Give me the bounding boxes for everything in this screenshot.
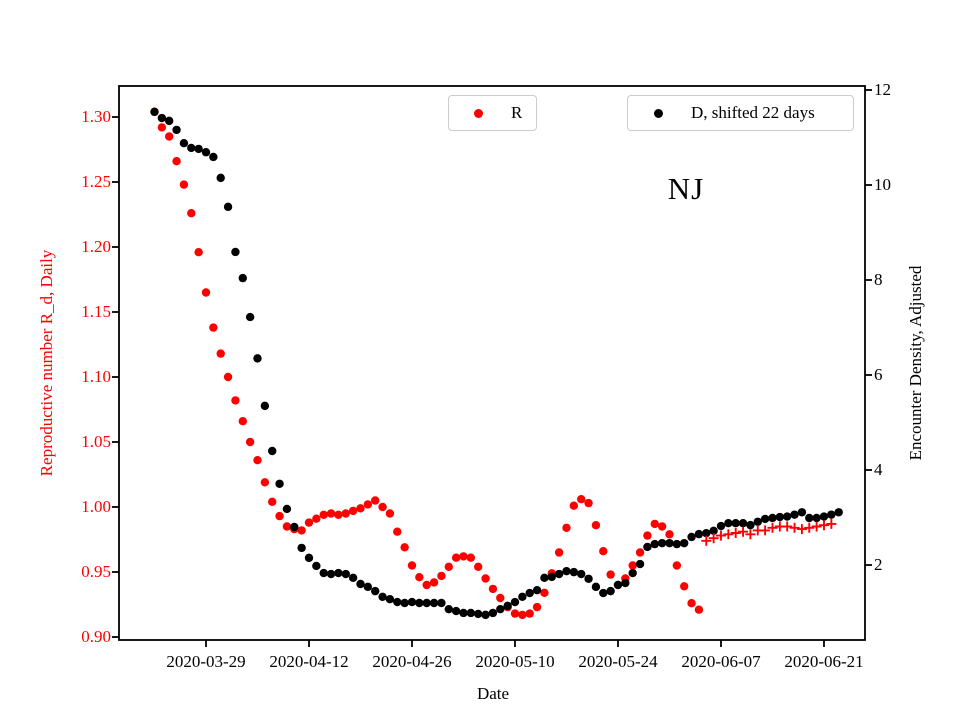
right-y-tick-label: 10 bbox=[874, 175, 891, 194]
left-y-tick-label: 1.10 bbox=[81, 367, 111, 386]
x-axis-label: Date bbox=[476, 684, 510, 703]
series-r-continuation-plus-markers- bbox=[701, 518, 837, 546]
x-tick-label: 2020-04-12 bbox=[269, 652, 349, 671]
right-y-tick-label: 6 bbox=[874, 365, 883, 384]
red-dot-marker-icon bbox=[474, 108, 483, 118]
x-tick-label: 2020-05-24 bbox=[578, 652, 658, 671]
legend-r: R bbox=[448, 95, 537, 131]
left-y-tick-label: 0.95 bbox=[81, 562, 111, 581]
right-y-tick-label: 8 bbox=[874, 270, 883, 289]
x-tick-label: 2020-06-21 bbox=[784, 652, 864, 671]
x-tick-label: 2020-06-07 bbox=[681, 652, 761, 671]
left-y-tick-label: 0.90 bbox=[81, 627, 111, 646]
state-annotation: NJ bbox=[667, 171, 705, 206]
left-y-tick-label: 1.05 bbox=[81, 432, 111, 451]
black-dot-marker-icon bbox=[654, 108, 663, 118]
series-r bbox=[150, 107, 704, 620]
right-y-tick-label: 2 bbox=[874, 555, 883, 574]
right-y-tick-label: 12 bbox=[874, 80, 891, 99]
left-y-tick-label: 1.00 bbox=[81, 497, 111, 516]
legend-d: D, shifted 22 days bbox=[627, 95, 854, 131]
x-tick-label: 2020-05-10 bbox=[475, 652, 555, 671]
legend-d-label: D, shifted 22 days bbox=[691, 103, 815, 122]
left-y-tick-label: 1.20 bbox=[81, 237, 111, 256]
series-d-shifted-22-days bbox=[150, 107, 843, 620]
axes-spines bbox=[118, 85, 866, 641]
left-y-tick-label: 1.15 bbox=[81, 302, 111, 321]
legend-r-label: R bbox=[511, 103, 523, 122]
x-tick-label: 2020-03-29 bbox=[166, 652, 246, 671]
tick-marks bbox=[112, 89, 872, 647]
left-y-tick-label: 1.30 bbox=[81, 107, 111, 126]
left-y-tick-label: 1.25 bbox=[81, 172, 111, 191]
right-y-axis-label: Encounter Density, Adjusted bbox=[906, 265, 925, 461]
x-tick-label: 2020-04-26 bbox=[372, 652, 452, 671]
right-y-tick-label: 4 bbox=[874, 460, 883, 479]
